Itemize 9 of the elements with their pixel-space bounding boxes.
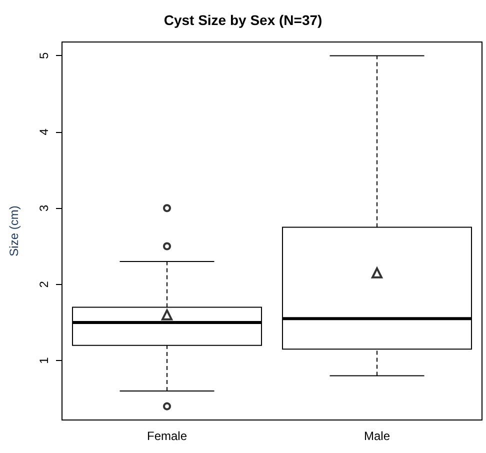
y-tick-label: 1 xyxy=(37,356,51,364)
x-tick-label: Female xyxy=(146,429,188,443)
y-tick-label: 4 xyxy=(37,128,51,136)
y-tick-label: 5 xyxy=(37,52,51,60)
y-tick-label: 2 xyxy=(37,280,51,288)
x-tick-label: Male xyxy=(364,429,390,443)
y-axis-title: Size (cm) xyxy=(7,206,21,256)
y-tick-label: 3 xyxy=(37,204,51,212)
chart-title: Cyst Size by Sex (N=37) xyxy=(164,12,322,28)
